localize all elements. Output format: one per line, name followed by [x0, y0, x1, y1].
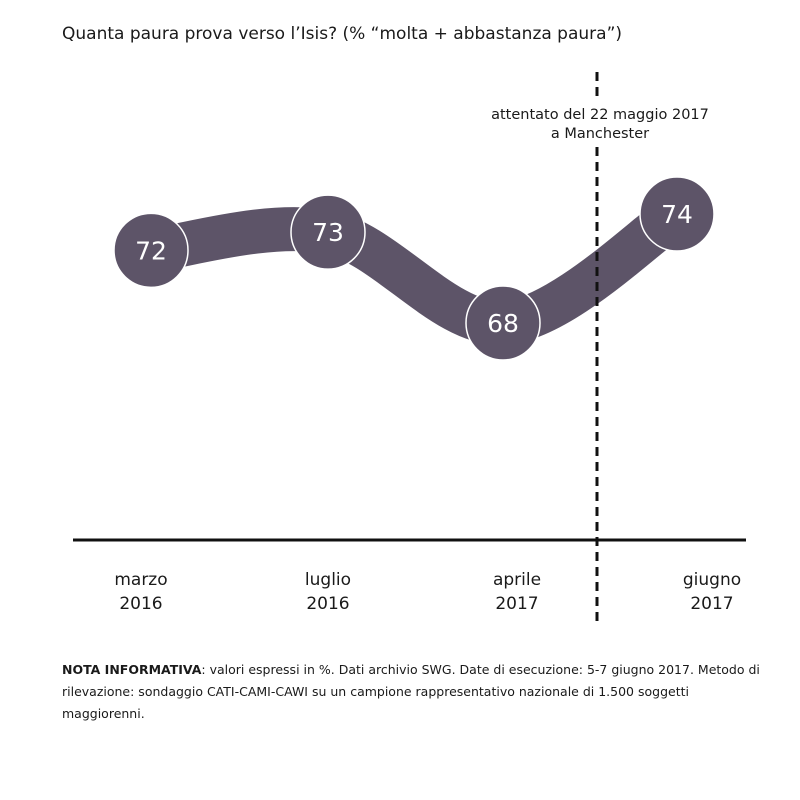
chart-title: Quanta paura prova verso l’Isis? (% “mol…	[62, 24, 623, 44]
series-line	[129, 191, 699, 345]
data-point	[639, 176, 715, 252]
x-tick-label-month: aprile	[492, 570, 542, 590]
x-tick-label-year: 2017	[690, 594, 734, 614]
x-tick-label-month: marzo	[114, 570, 168, 590]
x-tick-label-year: 2016	[306, 594, 350, 614]
data-label: 68	[487, 309, 519, 338]
x-tick-label: luglio 2016	[268, 568, 388, 616]
data-points-layer: 72 73 68 74	[113, 176, 715, 361]
footnote: NOTA INFORMATIVA: valori espressi in %. …	[62, 659, 762, 725]
footnote-label: NOTA INFORMATIVA	[62, 662, 202, 677]
x-tick-label-month: luglio	[304, 570, 352, 590]
annotation-label-line2: a Manchester	[551, 126, 649, 142]
x-tick-label-month: giugno	[682, 570, 742, 590]
data-point	[290, 194, 366, 270]
footnote-text: : valori espressi in %. Dati archivio SW…	[62, 662, 760, 721]
data-label: 73	[312, 218, 344, 247]
x-tick-label: aprile 2017	[457, 568, 577, 616]
annotation-label-line1: attentato del 22 maggio 2017	[491, 107, 709, 123]
data-label: 74	[661, 200, 693, 229]
annotation-label-background	[480, 100, 720, 144]
x-tick-label: giugno 2017	[652, 568, 772, 616]
x-tick-label-year: 2016	[119, 594, 163, 614]
x-tick-label-year: 2017	[495, 594, 539, 614]
data-point	[113, 212, 189, 289]
x-tick-label: marzo 2016	[81, 568, 201, 616]
series-ribbon-layer	[129, 191, 699, 345]
data-point	[465, 285, 541, 361]
data-label: 72	[135, 236, 167, 265]
